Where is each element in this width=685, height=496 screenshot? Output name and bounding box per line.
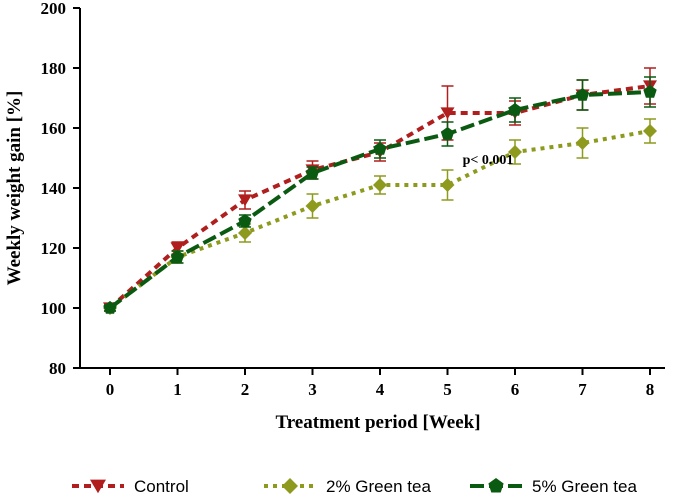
series-line <box>108 90 651 310</box>
data-point <box>103 301 117 314</box>
y-axis-title: Weekly weight gain [%] <box>4 91 25 286</box>
data-point <box>305 199 320 213</box>
x-tick-label: 6 <box>511 380 520 399</box>
data-point <box>643 124 657 138</box>
data-point <box>440 107 455 120</box>
y-tick-label: 140 <box>41 179 67 198</box>
data-point <box>170 242 185 255</box>
series-5-green-tea <box>103 76 657 314</box>
data-point <box>305 166 320 179</box>
legend-item: 2% Green tea <box>264 477 431 496</box>
legend-item: Control <box>72 477 189 496</box>
legend-item: 5% Green tea <box>470 477 637 496</box>
y-tick-label: 160 <box>41 119 67 138</box>
x-tick-label: 0 <box>106 380 115 399</box>
legend: Control 2% Green tea 5% Green tea <box>72 477 637 496</box>
data-point <box>170 250 185 263</box>
y-tick-label: 80 <box>49 359 66 378</box>
legend-marker <box>488 478 504 493</box>
series-line <box>108 84 651 310</box>
y-tick-label: 100 <box>41 299 67 318</box>
data-point <box>238 194 252 207</box>
data-point <box>373 142 387 155</box>
x-tick-label: 2 <box>241 380 250 399</box>
y-tick-label: 200 <box>41 0 67 18</box>
data-point <box>508 103 522 116</box>
legend-label: 5% Green tea <box>532 477 637 496</box>
data-point <box>373 178 387 192</box>
x-tick-label: 4 <box>376 380 385 399</box>
data-point <box>238 214 252 227</box>
data-point <box>575 88 590 101</box>
series-group <box>103 67 657 315</box>
x-tick-label: 1 <box>173 380 182 399</box>
x-axis-title: Treatment period [Week] <box>275 412 480 433</box>
legend-marker <box>282 478 298 494</box>
x-tick-label: 7 <box>578 380 587 399</box>
p-value-annotation: p< 0.001 <box>463 153 514 168</box>
y-tick-label: 120 <box>41 239 67 258</box>
data-point <box>440 127 455 140</box>
ticks: 80 100 120 140 160 180 200 0 1 2 3 4 5 6 7 8 <box>41 0 655 399</box>
data-point <box>508 145 522 159</box>
legend-label: Control <box>134 477 189 496</box>
legend-marker <box>90 479 106 494</box>
x-tick-label: 8 <box>646 380 655 399</box>
data-point <box>575 136 590 150</box>
legend-label: 2% Green tea <box>326 477 431 496</box>
x-tick-label: 3 <box>308 380 317 399</box>
x-tick-label: 5 <box>443 380 452 399</box>
data-point <box>238 226 252 240</box>
data-point <box>440 178 455 192</box>
y-tick-label: 180 <box>41 59 67 78</box>
data-point <box>643 85 657 98</box>
